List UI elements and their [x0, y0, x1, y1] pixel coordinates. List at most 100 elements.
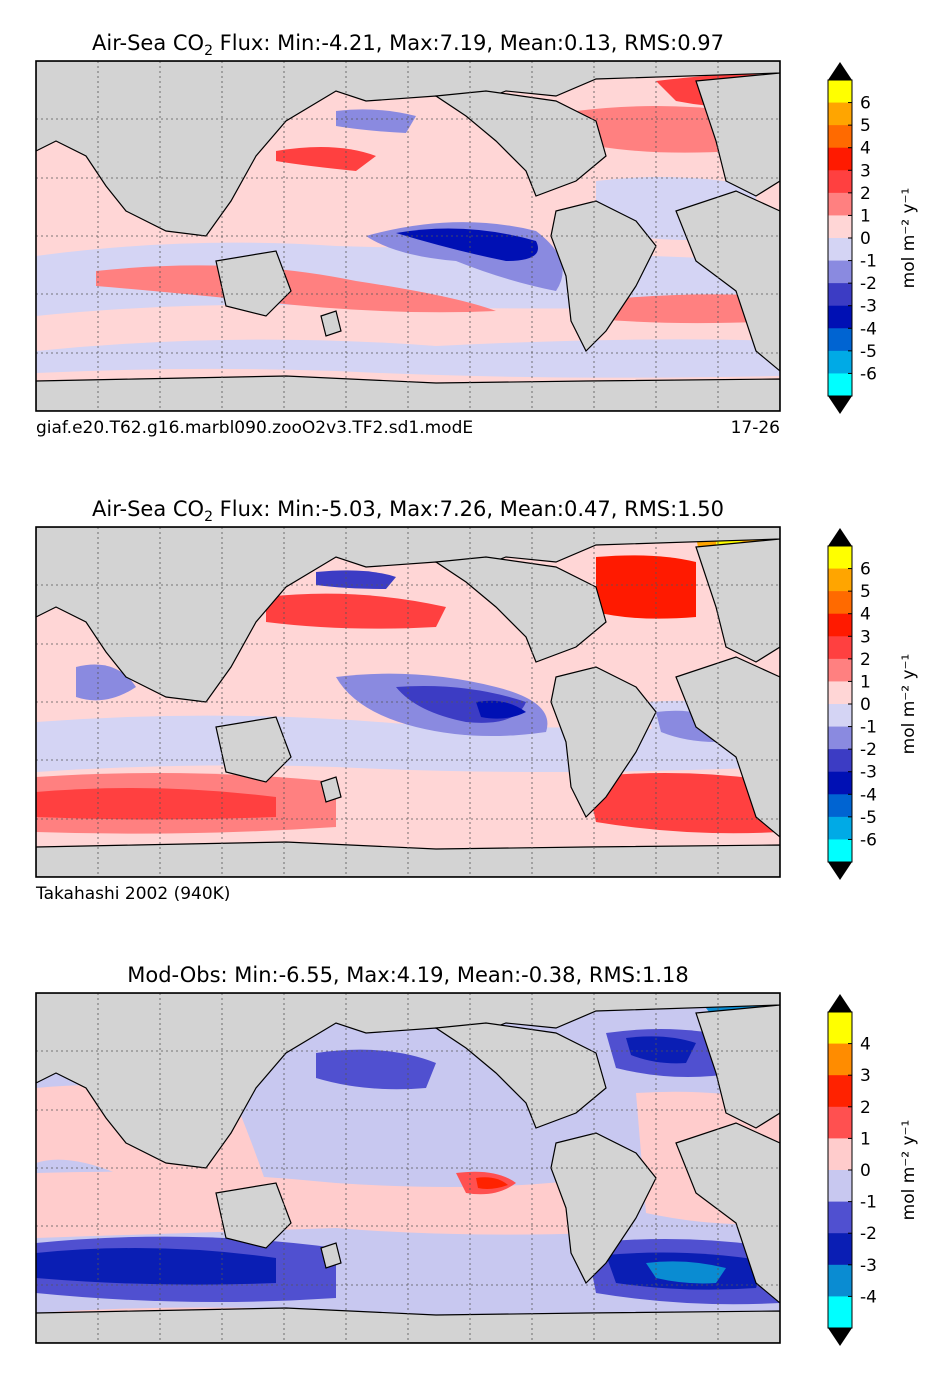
panel-2-colorbar-segment — [828, 546, 852, 570]
panel-3-colorbar-ticks: 4 3 2 1 0 -1 -2 -3 -4 — [848, 1035, 877, 1307]
panel-1-colorbar-tick-label: 0 — [860, 229, 871, 249]
panel-1-caption-left: giaf.e20.T62.g16.marbl090.zooO2v3.TF2.sd… — [36, 418, 473, 438]
panel-3-colorbar-tick-label: -4 — [860, 1287, 877, 1307]
panel-1: Air-Sea CO2 Flux: Min:-4.21, Max:7.19, M… — [35, 31, 919, 438]
panel-2-colorbar-tick-label: 4 — [860, 605, 871, 625]
panel-1-colorbar-label: mol m⁻² y⁻¹ — [899, 188, 919, 289]
panel-1-colorbar-segment — [828, 125, 852, 149]
panel-1-colorbar-segment — [828, 170, 852, 194]
panel-1-colorbar-tick-label: 3 — [860, 161, 871, 181]
panel-2-colorbar-segment — [828, 839, 852, 863]
panel-2-colorbar-tick-label: -5 — [860, 808, 877, 828]
panel-1-colorbar-tick-label: -4 — [860, 319, 877, 339]
panel-1-colorbar-segment — [828, 305, 852, 329]
panel-2-colorbar-segment — [828, 794, 852, 818]
panel-2-colorbar-segment — [828, 658, 852, 682]
panel-2-colorbar-tick-label: 1 — [860, 672, 871, 692]
panel-1-colorbar-tick-label: 1 — [860, 206, 871, 226]
panel-3-colorbar-label: mol m⁻² y⁻¹ — [899, 1120, 919, 1221]
panel-1-map-frame — [35, 60, 781, 412]
panel-3-colorbar-segment — [828, 1264, 852, 1297]
panel-2-colorbar-tick-label: -3 — [860, 763, 877, 783]
panel-1-colorbar-segment — [828, 283, 852, 307]
panel-1-colorbar-tick-label: -5 — [860, 342, 877, 362]
panel-2-colorbar-segment — [828, 636, 852, 660]
panel-1-colorbar-lower-arrow — [828, 396, 852, 414]
panel-3-colorbar-segment — [828, 1106, 852, 1139]
panel-2-colorbar-segment — [828, 704, 852, 728]
panel-2-colorbar-tick-label: 6 — [860, 560, 871, 580]
panel-2-colorbar-tick-label: -6 — [860, 830, 877, 850]
panel-1-colorbar-tick-label: 5 — [860, 116, 871, 136]
panel-3-colorbar-tick-label: 1 — [860, 1129, 871, 1149]
panel-2-colorbar-segment — [828, 771, 852, 795]
panel-1-colorbar-ticks: 65 43 21 0 -1-2 -3-4 -5-6 — [848, 94, 877, 384]
panel-2-caption-left: Takahashi 2002 (940K) — [35, 884, 230, 904]
panel-3-colorbar-segments — [827, 1011, 853, 1329]
panel-2-colorbar-tick-label: 3 — [860, 627, 871, 647]
panel-3-colorbar-segment — [828, 1233, 852, 1266]
panel-2-gridlines — [36, 527, 780, 877]
panel-2-colorbar-segment — [828, 816, 852, 840]
panel-1-colorbar-segment — [828, 215, 852, 239]
panel-3-gridlines — [36, 993, 780, 1343]
panel-2-colorbar-segment — [828, 591, 852, 615]
panel-1-caption-right: 17-26 — [731, 418, 780, 438]
panel-3-colorbar-tick-label: 2 — [860, 1098, 871, 1118]
panel-2: Air-Sea CO2 Flux: Min:-5.03, Max:7.26, M… — [35, 497, 919, 904]
panel-2-colorbar-tick-label: 5 — [860, 582, 871, 602]
panel-3-colorbar-segment — [828, 1201, 852, 1234]
panel-1-colorbar-segment — [828, 260, 852, 284]
panel-1-colorbar-upper-arrow — [828, 62, 852, 80]
panel-1-colorbar-segment — [828, 350, 852, 374]
panel-1-colorbar-segment — [828, 192, 852, 216]
panel-2-colorbar-tick-label: 2 — [860, 650, 871, 670]
panel-3-colorbar-lower-arrow — [828, 1328, 852, 1346]
panel-1-colorbar-segment — [828, 80, 852, 104]
panel-3-colorbar-upper-arrow — [828, 994, 852, 1012]
panel-3-colorbar-tick-label: 4 — [860, 1035, 871, 1055]
panel-1-colorbar-segment — [828, 373, 852, 397]
panel-1-colorbar-segment — [828, 147, 852, 171]
panel-3-title: Mod-Obs: Min:-6.55, Max:4.19, Mean:-0.38… — [127, 963, 688, 987]
panel-1-map — [35, 60, 781, 412]
panel-3-colorbar: 4 3 2 1 0 -1 -2 -3 -4 mol m⁻² y⁻¹ — [827, 994, 919, 1346]
panel-1-colorbar-tick-label: 6 — [860, 94, 871, 114]
panel-3-colorbar-tick-label: -1 — [860, 1193, 877, 1213]
panel-1-gridlines — [36, 61, 780, 411]
panel-2-colorbar-label: mol m⁻² y⁻¹ — [899, 654, 919, 755]
panel-3-colorbar-tick-label: 3 — [860, 1066, 871, 1086]
panel-3-map-frame — [35, 992, 781, 1344]
panel-3-colorbar-segment — [828, 1138, 852, 1171]
panel-2-title-subscript: 2 — [204, 509, 213, 525]
panel-1-colorbar-tick-label: -6 — [860, 364, 877, 384]
panel-1-colorbar: 65 43 21 0 -1-2 -3-4 -5-6 mol m⁻² y⁻¹ — [827, 62, 919, 414]
panel-2-colorbar-segment — [828, 726, 852, 750]
panel-1-title: Air-Sea CO2 Flux: Min:-4.21, Max:7.19, M… — [92, 31, 724, 59]
panel-3-colorbar-segment — [828, 1012, 852, 1045]
panel-3: Mod-Obs: Min:-6.55, Max:4.19, Mean:-0.38… — [35, 963, 919, 1346]
panel-1-colorbar-tick-label: 4 — [860, 139, 871, 159]
panel-3-colorbar-segment — [828, 1043, 852, 1076]
panel-2-colorbar-segment — [828, 749, 852, 773]
panel-2-colorbar-tick-label: -2 — [860, 740, 877, 760]
panel-2-colorbar-tick-label: -4 — [860, 785, 877, 805]
panel-3-colorbar-tick-label: 0 — [860, 1161, 871, 1181]
panel-3-colorbar-segment — [828, 1075, 852, 1108]
panel-1-title-subscript: 2 — [204, 43, 213, 59]
panel-3-colorbar-tick-label: -2 — [860, 1224, 877, 1244]
panel-2-colorbar-tick-label: -1 — [860, 718, 877, 738]
panel-3-colorbar-tick-label: -3 — [860, 1256, 877, 1276]
panel-1-colorbar-segment — [828, 102, 852, 126]
panel-1-colorbar-segment — [828, 328, 852, 352]
panel-2-colorbar-ticks: 65 43 21 0 -1-2 -3-4 -5-6 — [848, 560, 877, 850]
panel-2-colorbar-lower-arrow — [828, 862, 852, 880]
panel-2-colorbar-tick-label: 0 — [860, 695, 871, 715]
panel-1-colorbar-tick-label: -1 — [860, 252, 877, 272]
panel-1-colorbar-tick-label: -2 — [860, 274, 877, 294]
panel-2-colorbar-segment — [828, 681, 852, 705]
panel-1-colorbar-tick-label: 2 — [860, 184, 871, 204]
panel-2-map-frame — [35, 526, 781, 878]
panel-3-colorbar-segment — [828, 1296, 852, 1329]
